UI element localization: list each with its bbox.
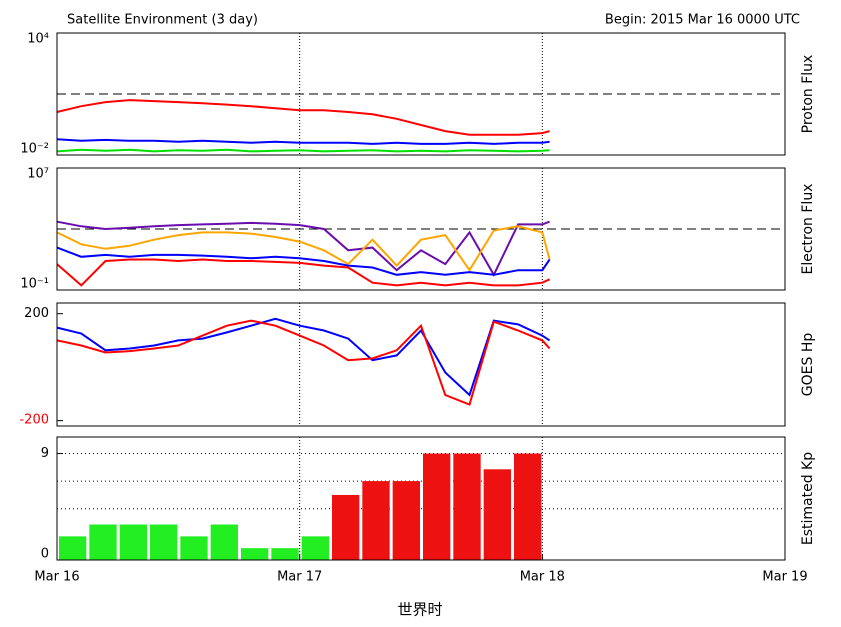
kp-bar	[453, 453, 481, 560]
kp-bar	[180, 536, 208, 560]
data-line	[56, 138, 550, 145]
y-tick-label: 0	[41, 547, 49, 562]
y-tick-label: 200	[24, 306, 49, 321]
kp-bar	[483, 469, 511, 560]
y-axis-label: Proton Flux	[800, 55, 816, 134]
data-line	[56, 225, 551, 273]
chart-title: Satellite Environment (3 day)	[67, 13, 258, 28]
kp-bar	[423, 453, 451, 560]
x-tick-label: Mar 16	[34, 570, 79, 585]
kp-bar	[271, 548, 299, 560]
kp-bar	[150, 524, 178, 560]
kp-bar	[301, 536, 329, 560]
data-line	[56, 148, 550, 153]
y-tick-label: 10⁴	[27, 32, 49, 47]
kp-bar	[332, 494, 360, 560]
y-tick-label: 10⁻¹	[20, 277, 49, 292]
data-line	[56, 99, 550, 136]
y-tick-label: 9	[41, 446, 49, 461]
data-line	[56, 220, 550, 277]
y-tick-label: 10⁷	[27, 167, 49, 182]
begin-time: Begin: 2015 Mar 16 0000 UTC	[605, 13, 800, 28]
kp-bar	[241, 548, 269, 560]
y-axis-label: Electron Flux	[800, 184, 816, 275]
panel-frame	[56, 167, 786, 291]
kp-bar	[89, 524, 117, 560]
x-tick-label: Mar 18	[520, 570, 565, 585]
data-line	[56, 258, 551, 287]
kp-bar	[210, 524, 238, 560]
y-axis-label: GOES Hp	[800, 333, 816, 397]
x-tick-label: Mar 19	[762, 570, 807, 585]
kp-bar	[119, 524, 147, 560]
panel-frame	[56, 302, 786, 427]
y-axis-label: Estimated Kp	[800, 452, 816, 545]
kp-bar	[514, 453, 542, 560]
kp-bar	[59, 536, 87, 560]
kp-bar	[392, 481, 420, 560]
data-line	[56, 246, 551, 276]
y-tick-label: -200	[19, 413, 49, 428]
panel-frame	[56, 436, 786, 561]
data-line	[56, 317, 551, 397]
panel-frame	[56, 32, 786, 156]
x-axis-label: 世界时	[397, 601, 442, 619]
y-tick-label: 10⁻²	[20, 142, 49, 157]
x-tick-label: Mar 17	[277, 570, 322, 585]
kp-bar	[362, 481, 390, 560]
data-line	[56, 319, 551, 406]
